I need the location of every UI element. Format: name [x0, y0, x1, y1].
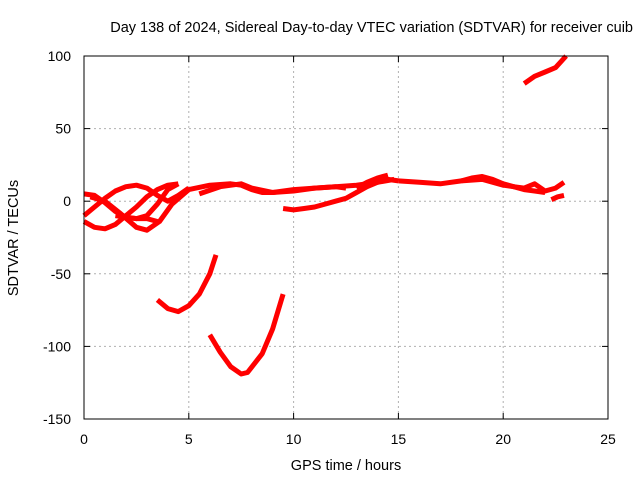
y-tick-labels: 100 50 0 -50 -100 -150: [43, 48, 71, 427]
y-tick-label: -100: [43, 338, 71, 354]
y-tick-label: -150: [43, 411, 71, 427]
y-tick-label: 100: [48, 48, 72, 64]
series-line-track-8: [282, 176, 399, 213]
x-tick-label: 10: [286, 431, 302, 447]
x-tick-label: 15: [391, 431, 407, 447]
plot-frame: [83, 55, 609, 420]
x-tick-label: 25: [600, 431, 616, 447]
x-tick-label: 0: [80, 431, 88, 447]
series-line-track-11: [550, 192, 565, 202]
x-tick-labels: 0 5 10 15 20 25: [80, 431, 616, 447]
series-line-track-7: [355, 172, 389, 191]
y-tick-label: 50: [55, 121, 71, 137]
series-group: [82, 54, 568, 377]
x-axis-label: GPS time / hours: [291, 458, 401, 474]
series-line-track-6: [198, 181, 347, 197]
series-line-track-12: [155, 254, 219, 315]
x-tick-label: 5: [185, 431, 193, 447]
x-tick-label: 20: [495, 431, 511, 447]
series-line-track-14: [522, 54, 568, 86]
series-line-track-10: [460, 174, 546, 195]
series-line-track-13: [207, 293, 286, 377]
axis-ticks: [83, 55, 609, 420]
y-axis-label: SDTVAR / TECUs: [6, 180, 22, 296]
y-tick-label: -50: [51, 266, 71, 282]
y-tick-label: 0: [63, 193, 71, 209]
grid-lines: [84, 56, 608, 419]
series-line-track-5: [115, 213, 159, 224]
series-line-track-2: [82, 181, 179, 232]
chart-title: Day 138 of 2024, Sidereal Day-to-day VTE…: [110, 20, 633, 36]
